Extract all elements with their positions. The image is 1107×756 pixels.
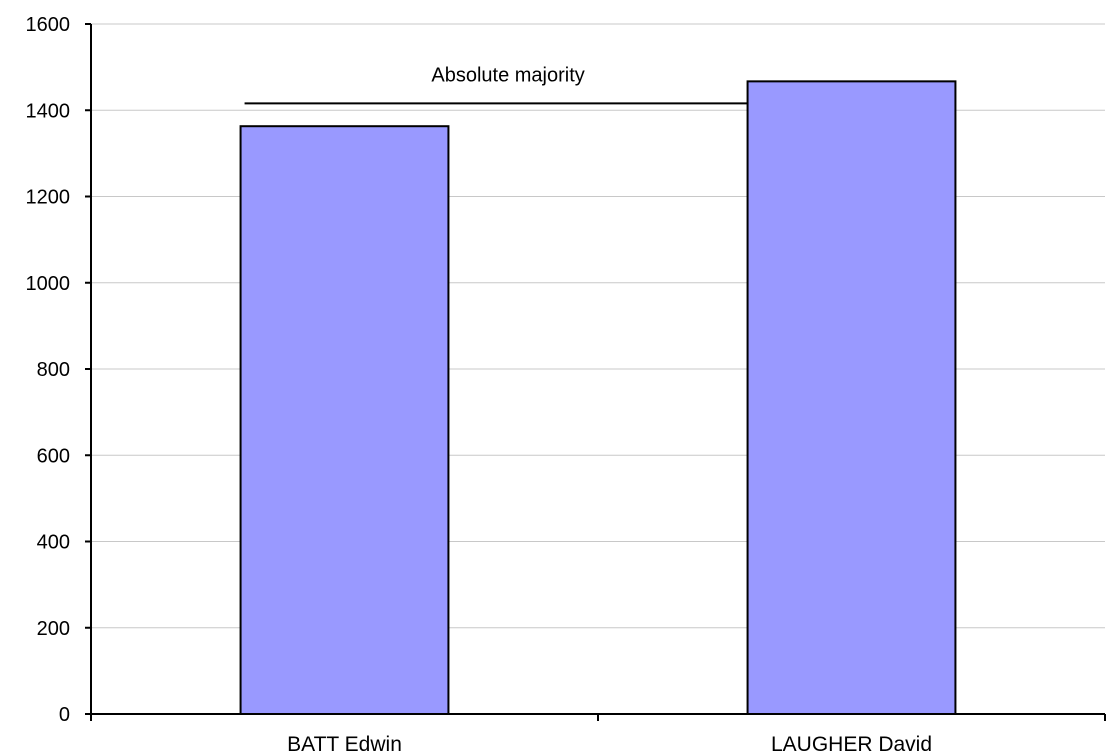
y-tick-label: 1200 xyxy=(26,187,71,209)
x-axis-labels: BATT Edwin LAUGHER David xyxy=(287,733,932,756)
y-tick-label: 800 xyxy=(37,359,70,381)
y-tick-label: 1400 xyxy=(26,100,71,122)
y-tick-label: 0 xyxy=(59,704,70,726)
bars xyxy=(239,80,957,716)
bar xyxy=(746,80,957,715)
absolute-majority-line: Absolute majority xyxy=(244,64,748,105)
y-tick-label: 200 xyxy=(37,618,70,640)
bar xyxy=(239,125,450,716)
y-axis-ticks: 0 200 400 600 800 1000 1200 1400 1600 xyxy=(26,14,91,726)
y-tick-label: 1600 xyxy=(26,14,71,36)
y-tick-label: 1000 xyxy=(26,273,71,295)
x-category-label: LAUGHER David xyxy=(771,733,932,756)
absolute-majority-label: Absolute majority xyxy=(431,64,584,86)
x-category-label: BATT Edwin xyxy=(287,733,402,756)
y-tick-label: 400 xyxy=(37,532,70,554)
y-tick-label: 600 xyxy=(37,445,70,467)
